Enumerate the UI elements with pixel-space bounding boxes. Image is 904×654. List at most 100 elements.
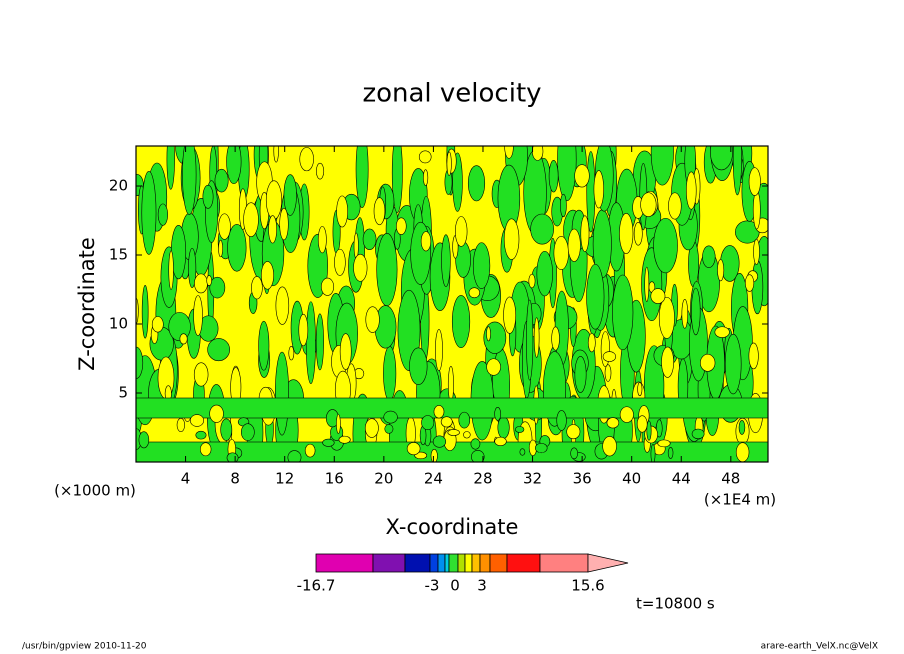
contour-blob	[744, 274, 755, 292]
colorbar-swatch	[448, 553, 459, 573]
contour-blob	[298, 313, 309, 347]
contour-blob	[471, 450, 485, 462]
y-tick-label: 20	[109, 177, 128, 195]
contour-blob	[702, 245, 716, 269]
contour-blob	[202, 184, 214, 209]
contour-blob	[199, 442, 212, 457]
contour-blob	[455, 216, 468, 247]
contour-blob	[451, 295, 471, 349]
contour-blob	[339, 333, 352, 370]
contour-blob	[574, 355, 587, 393]
contour-blob	[376, 232, 398, 307]
contour-blob	[604, 364, 612, 382]
colorbar-swatch	[429, 553, 439, 573]
x-tick-label: 4	[181, 470, 191, 488]
contour-blob	[556, 410, 567, 431]
colorbar-swatch	[464, 553, 473, 573]
contour-blob	[418, 150, 432, 164]
contour-blob	[467, 165, 486, 202]
contour-blob	[220, 418, 233, 441]
contour-blob	[637, 382, 643, 397]
contour-blob	[288, 345, 295, 361]
contour-blob	[532, 146, 544, 161]
contour-blob	[738, 420, 746, 435]
contour-blob	[633, 221, 643, 246]
contour-blob	[365, 306, 380, 333]
contour-blob	[494, 406, 502, 421]
contour-blob	[681, 298, 689, 329]
chart-title: zonal velocity	[362, 79, 541, 109]
contour-blob	[168, 250, 174, 290]
contour-blob	[218, 239, 223, 258]
colorbar-tick-label: 15.6	[571, 577, 604, 595]
contour-blob	[612, 274, 634, 351]
contour-blob	[430, 449, 438, 462]
contour-blob	[685, 171, 697, 210]
contour-blob	[317, 226, 327, 254]
contour-blob	[315, 162, 325, 180]
y-axis-label: Z-coordinate	[75, 237, 99, 371]
contour-blob	[753, 238, 760, 265]
contour-blob	[691, 287, 701, 336]
contour-blob	[560, 193, 567, 218]
x-axis-label: X-coordinate	[386, 515, 519, 539]
contour-blob	[421, 415, 435, 431]
contour-blob	[446, 151, 452, 176]
contour-blob	[593, 170, 604, 209]
contour-blob	[574, 164, 590, 188]
contour-blob	[384, 424, 394, 434]
contour-blob	[528, 273, 536, 289]
colorbar-tick-label: -16.7	[297, 577, 336, 595]
contour-blob	[410, 221, 431, 285]
contour-blob	[567, 228, 581, 262]
contour-blob	[644, 266, 650, 302]
contour-blob	[536, 250, 553, 297]
contour-blob	[279, 207, 289, 241]
contour-blob	[657, 439, 671, 448]
contour-blob	[735, 442, 750, 462]
contour-blob	[287, 450, 302, 462]
contour-blob	[193, 295, 203, 336]
contour-blob	[193, 362, 209, 387]
contour-blob	[570, 447, 578, 460]
y-tick-label: 15	[109, 246, 128, 264]
footer-left: /usr/bin/gpview 2010-11-20	[22, 642, 147, 652]
contour-blob	[463, 431, 471, 439]
contour-blob	[209, 276, 226, 299]
y-tick-label: 10	[109, 315, 128, 333]
colorbar-swatch	[437, 553, 446, 573]
contour-blob	[650, 288, 666, 304]
contour-blob	[209, 404, 224, 423]
contour-blob	[435, 329, 443, 371]
contour-blob	[168, 312, 191, 342]
contour-blob	[658, 296, 675, 339]
colorbar-swatch	[315, 553, 374, 573]
contour-blob	[179, 333, 188, 345]
y-tick-label: 5	[118, 384, 128, 402]
contour-blob	[494, 436, 507, 447]
contour-blob	[548, 160, 559, 193]
colorbar-tick-label: 0	[450, 577, 460, 595]
contour-blob	[653, 217, 678, 274]
contour-blob	[195, 430, 207, 440]
contour-blob	[268, 215, 277, 244]
contour-blob	[486, 358, 501, 376]
colorbar-swatch	[539, 553, 589, 573]
contour-blob	[566, 424, 581, 440]
contour-blob	[714, 326, 730, 338]
contour-blob	[395, 217, 407, 235]
contour-blob	[530, 213, 554, 245]
contour-blob	[640, 192, 657, 218]
contour-blob	[606, 417, 620, 429]
contour-blob	[188, 247, 197, 288]
contour-blob	[189, 414, 205, 427]
contour-blob	[336, 414, 341, 434]
x-unit: (×1E4 m)	[704, 491, 776, 509]
contour-blob	[504, 146, 514, 159]
contour-band	[136, 397, 768, 419]
contour-blob	[214, 168, 229, 193]
colorbar-swatch	[489, 553, 508, 573]
contour-blob	[586, 263, 605, 330]
contour-blob	[373, 197, 386, 226]
